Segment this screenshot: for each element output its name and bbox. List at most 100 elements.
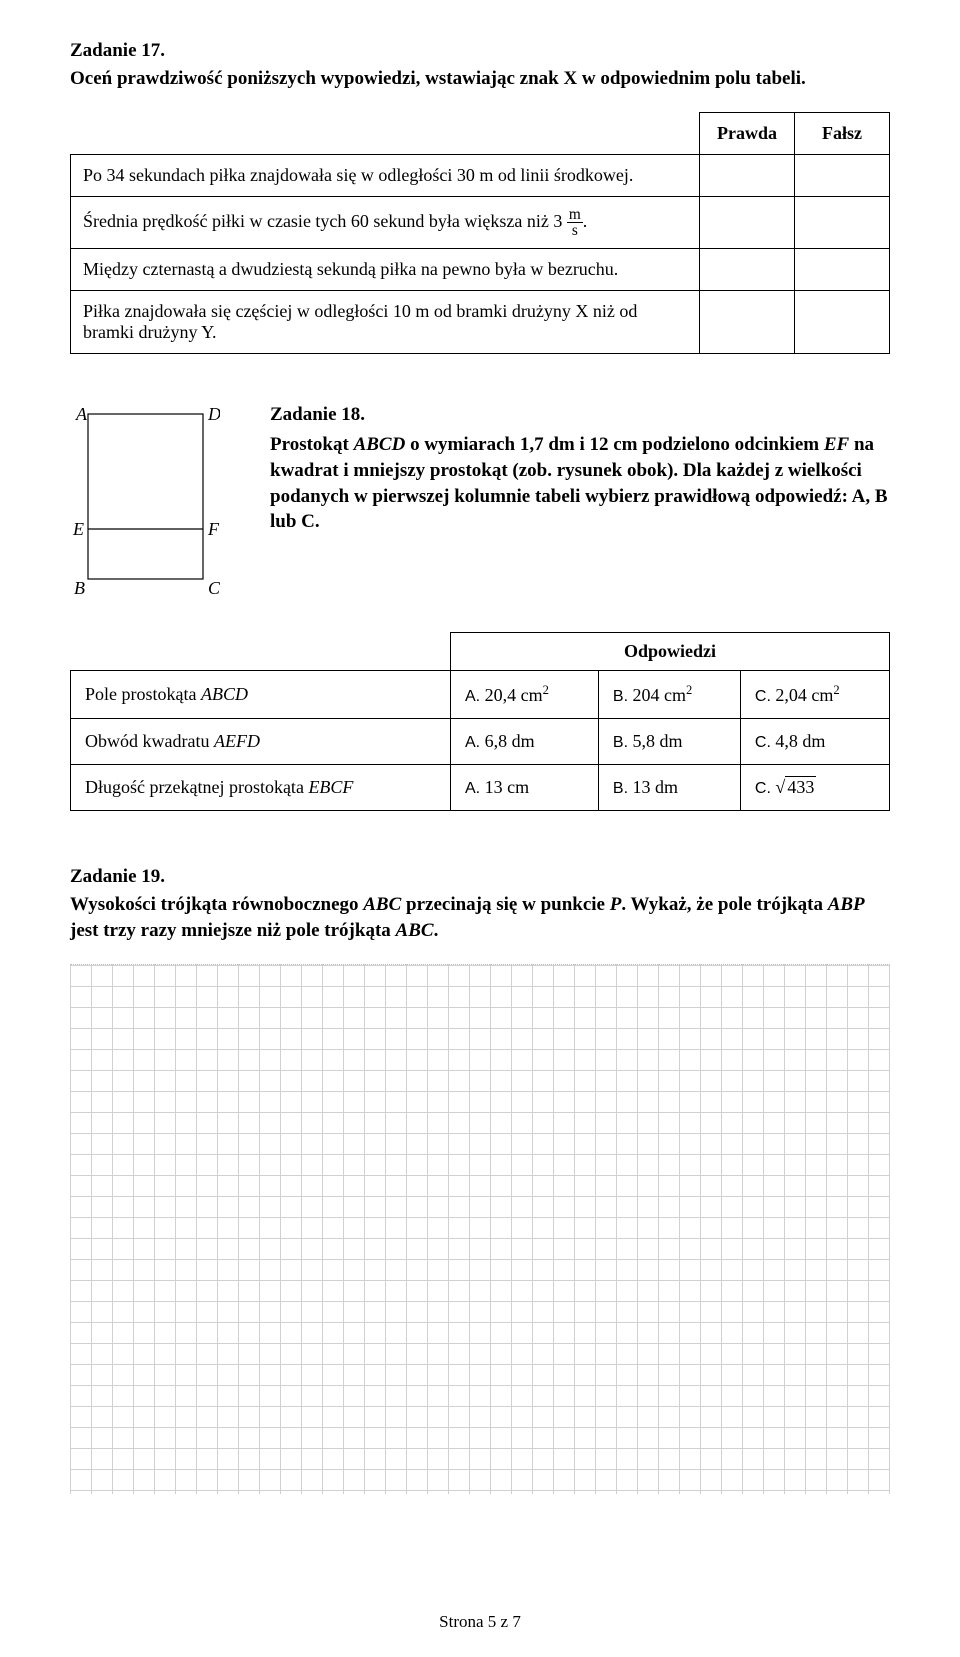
task-18: A D E F B C Zadanie 18. Prostokąt ABCD o… — [70, 404, 890, 811]
opt-val: 204 cm — [633, 685, 687, 705]
opt-val: 2,04 cm — [775, 685, 833, 705]
prompt-part: . Wykaż, że pole trójkąta — [621, 894, 827, 915]
italic: P — [610, 894, 622, 915]
option-a[interactable]: A. 6,8 dm — [451, 719, 599, 765]
frac-num: m — [567, 207, 583, 223]
check-cell-false[interactable] — [795, 154, 890, 196]
label-E: E — [72, 519, 84, 539]
task-17-title: Zadanie 17. — [70, 40, 890, 62]
table-row: Pole prostokąta ABCD A. 20,4 cm2 B. 204 … — [71, 671, 890, 719]
option-a[interactable]: A. 13 cm — [451, 765, 599, 811]
opt-val: 6,8 dm — [485, 731, 535, 751]
answers-table: Pole prostokąta ABCD A. 20,4 cm2 B. 204 … — [70, 670, 890, 811]
rectangle-svg: A D E F B C — [70, 404, 220, 614]
check-cell-false[interactable] — [795, 249, 890, 291]
col-header-false: Fałsz — [795, 112, 890, 154]
statement-cell: Średnia prędkość piłki w czasie tych 60 … — [71, 196, 700, 249]
prompt-part: przecinają się w punkcie — [401, 894, 609, 915]
opt-label: B. — [613, 780, 628, 797]
statement-cell: Między czternastą a dwudziestą sekundą p… — [71, 249, 700, 291]
label-F: F — [207, 519, 220, 539]
label-A: A — [75, 404, 88, 424]
opt-label: C. — [755, 780, 771, 797]
italic: ABC — [396, 920, 434, 941]
prompt-part: Prostokąt — [270, 434, 354, 455]
opt-label: A. — [465, 734, 480, 751]
opt-label: A. — [465, 688, 480, 705]
table-row: Między czternastą a dwudziestą sekundą p… — [71, 249, 890, 291]
statement-cell: Piłka znajdowała się częściej w odległoś… — [71, 291, 700, 354]
opt-label: B. — [613, 734, 628, 751]
check-cell-true[interactable] — [700, 196, 795, 249]
statement-cell: Po 34 sekundach piłka znajdowała się w o… — [71, 154, 700, 196]
italic: ABP — [828, 894, 865, 915]
italic-ef: EF — [824, 434, 849, 455]
task-17: Zadanie 17. Oceń prawdziwość poniższych … — [70, 40, 890, 354]
fraction-ms: ms — [567, 207, 583, 239]
option-b[interactable]: B. 5,8 dm — [598, 719, 740, 765]
table-row: Obwód kwadratu AEFD A. 6,8 dm B. 5,8 dm … — [71, 719, 890, 765]
q-text: Pole prostokąta — [85, 684, 201, 704]
opt-label: A. — [465, 780, 480, 797]
italic-abcd: ABCD — [354, 434, 406, 455]
table-row: Średnia prędkość piłki w czasie tych 60 … — [71, 196, 890, 249]
check-cell-true[interactable] — [700, 291, 795, 354]
opt-label: B. — [613, 688, 628, 705]
opt-val: 13 dm — [633, 777, 679, 797]
opt-label: C. — [755, 688, 771, 705]
opt-val: 5,8 dm — [633, 731, 683, 751]
sqrt-expr: √433 — [775, 776, 816, 797]
opt-sup: 2 — [543, 683, 549, 697]
page-footer: Strona 5 z 7 — [0, 1612, 960, 1632]
prompt-part: . — [434, 920, 439, 941]
opt-val: 13 cm — [485, 777, 530, 797]
radicand: 433 — [785, 776, 816, 797]
answers-header-row: Odpowiedzi — [70, 632, 890, 670]
q-text: Długość przekątnej prostokąta — [85, 777, 308, 797]
spacer — [70, 632, 450, 670]
task-19: Zadanie 19. Wysokości trójkąta równobocz… — [70, 866, 890, 943]
check-cell-true[interactable] — [700, 154, 795, 196]
prompt-part: Wysokości trójkąta równobocznego — [70, 894, 363, 915]
option-b[interactable]: B. 204 cm2 — [598, 671, 740, 719]
task-18-title: Zadanie 18. — [270, 404, 890, 426]
col-header-true: Prawda — [700, 112, 795, 154]
option-b[interactable]: B. 13 dm — [598, 765, 740, 811]
prompt-part: jest trzy razy mniejsze niż pole trójkąt… — [70, 920, 396, 941]
answer-grid[interactable] — [70, 964, 890, 1494]
check-cell-true[interactable] — [700, 249, 795, 291]
rectangle-figure: A D E F B C — [70, 404, 220, 614]
task-19-title: Zadanie 19. — [70, 866, 890, 888]
blank-cell — [71, 112, 700, 154]
check-cell-false[interactable] — [795, 196, 890, 249]
q-italic: AEFD — [214, 731, 260, 751]
option-c[interactable]: C. 4,8 dm — [740, 719, 889, 765]
opt-sup: 2 — [833, 683, 839, 697]
opt-sup: 2 — [686, 683, 692, 697]
table-row: Piłka znajdowała się częściej w odległoś… — [71, 291, 890, 354]
opt-val: 4,8 dm — [775, 731, 825, 751]
task-18-prompt: Prostokąt ABCD o wymiarach 1,7 dm i 12 c… — [270, 432, 890, 535]
q-italic: EBCF — [308, 777, 353, 797]
italic: ABC — [363, 894, 401, 915]
label-B: B — [74, 578, 85, 598]
task-17-prompt: Oceń prawdziwość poniższych wypowiedzi, … — [70, 66, 890, 92]
q-text: Obwód kwadratu — [85, 731, 214, 751]
question-cell: Pole prostokąta ABCD — [71, 671, 451, 719]
true-false-table: Prawda Fałsz Po 34 sekundach piłka znajd… — [70, 112, 890, 355]
option-a[interactable]: A. 20,4 cm2 — [451, 671, 599, 719]
table-row: Po 34 sekundach piłka znajdowała się w o… — [71, 154, 890, 196]
opt-val: 20,4 cm — [485, 685, 543, 705]
answers-header: Odpowiedzi — [450, 632, 890, 670]
option-c[interactable]: C. 2,04 cm2 — [740, 671, 889, 719]
question-cell: Obwód kwadratu AEFD — [71, 719, 451, 765]
check-cell-false[interactable] — [795, 291, 890, 354]
label-C: C — [208, 578, 220, 598]
label-D: D — [207, 404, 220, 424]
opt-label: C. — [755, 734, 771, 751]
q-italic: ABCD — [201, 684, 248, 704]
option-c[interactable]: C. √433 — [740, 765, 889, 811]
statement-text: Średnia prędkość piłki w czasie tych 60 … — [83, 211, 562, 231]
frac-den: s — [567, 223, 583, 238]
task-19-prompt: Wysokości trójkąta równobocznego ABC prz… — [70, 892, 890, 943]
